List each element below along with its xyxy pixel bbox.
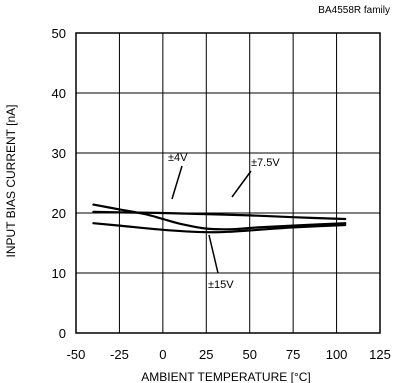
- x-tick-labels: -50 -25 0 25 50 75 100 125: [67, 347, 391, 362]
- x-tick-label: 50: [242, 347, 256, 362]
- y-tick-label: 20: [52, 206, 66, 221]
- annotation-15v: ±15V: [208, 279, 234, 291]
- series-line-2: [92, 222, 347, 234]
- x-axis-label: AMBIENT TEMPERATURE [°C]: [141, 370, 311, 383]
- series-line-1: [92, 203, 347, 231]
- x-tick-label: 125: [369, 347, 391, 362]
- y-tick-label: 40: [52, 86, 66, 101]
- chart-title: BA4558R family: [318, 5, 390, 16]
- y-tick-label: 50: [52, 26, 66, 41]
- x-tick-label: 0: [159, 347, 166, 362]
- series-lines: [92, 203, 347, 234]
- y-tick-label: 0: [59, 326, 66, 341]
- y-tick-label: 30: [52, 146, 66, 161]
- annotation-leader-1: [231, 170, 252, 198]
- plot-frame: [75, 32, 381, 334]
- x-tick-label: -25: [110, 347, 129, 362]
- y-axis-label: INPUT BIAS CURRENT [nA]: [4, 105, 18, 258]
- annotation-leader-2: [208, 234, 219, 274]
- x-tick-label: 25: [199, 347, 213, 362]
- annotation-leaders: [171, 165, 252, 274]
- annotation-leader-0: [171, 165, 183, 200]
- x-tick-label: 100: [326, 347, 348, 362]
- y-tick-labels: 0 10 20 30 40 50: [52, 26, 66, 341]
- series-line-0: [92, 210, 347, 221]
- annotation-4v: ±4V: [168, 152, 188, 164]
- x-tick-label: 75: [286, 347, 300, 362]
- annotation-7-5v: ±7.5V: [251, 157, 280, 169]
- x-tick-label: -50: [67, 347, 86, 362]
- y-tick-label: 10: [52, 266, 66, 281]
